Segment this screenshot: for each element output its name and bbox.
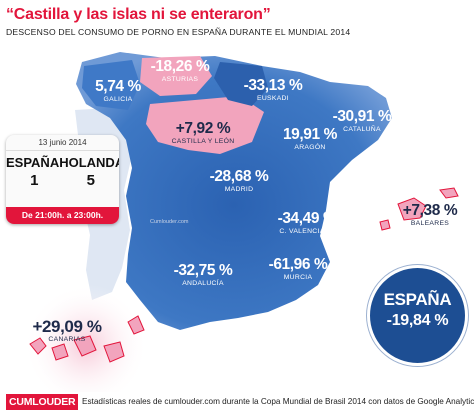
region-murcia-name: MURCIA — [283, 274, 313, 281]
page-subtitle: DESCENSO DEL CONSUMO DE PORNO EN ESPAÑA … — [6, 27, 351, 37]
national-value: -19,84 % — [386, 312, 449, 329]
region-castilla-leon-pct: +7,92 % — [175, 120, 231, 137]
menorca-island — [439, 187, 459, 199]
region-aragon-name: ARAGÓN — [294, 144, 326, 151]
canarias-island-5 — [127, 315, 145, 335]
canarias-island-3 — [73, 335, 97, 357]
match-time: De 21:00h. a 23:00h. — [6, 207, 119, 224]
match-card: 13 junio 2014 ESPAÑA HOLANDA 1 5 De 21:0… — [6, 135, 119, 224]
mallorca-island — [397, 197, 427, 221]
region-valenciana-pct: -34,49 % — [277, 210, 337, 227]
brand-logo: CUMLOUDER — [6, 394, 79, 410]
region-galicia-name: GALICIA — [103, 96, 133, 103]
ibiza-island — [379, 219, 391, 231]
footer — [0, 392, 474, 414]
team2-score: 5 — [86, 172, 95, 189]
asturias-region — [140, 56, 212, 96]
page-title: “Castilla y las islas ni se enteraron” — [6, 6, 271, 23]
region-madrid-pct: -28,68 % — [209, 168, 269, 185]
region-cataluna: -30,91 % CATALUÑA — [322, 108, 402, 134]
match-date: 13 junio 2014 — [6, 135, 119, 151]
region-asturias-name: ASTURIAS — [161, 76, 199, 83]
watermark: Cumlouder.com — [150, 219, 189, 225]
region-andalucia-name: ANDALUCÍA — [182, 280, 224, 287]
footer-text: Estadísticas reales de cumlouder.com dur… — [82, 397, 474, 406]
region-madrid: -28,68 % MADRID — [198, 168, 280, 194]
team1-score: 1 — [30, 172, 39, 189]
canarias-island-4 — [103, 341, 125, 363]
region-baleares-name: BALEARES — [410, 220, 450, 227]
region-valenciana-name: C. VALENCIANA — [279, 228, 335, 235]
region-euskadi-name: EUSKADI — [257, 95, 289, 102]
team1-name: ESPAÑA — [6, 155, 60, 170]
region-canarias-pct: +29,09 % — [32, 317, 102, 336]
region-asturias-pct: -18,26 % — [150, 58, 210, 75]
region-andalucia-pct: -32,75 % — [173, 262, 233, 279]
region-madrid-name: MADRID — [224, 186, 254, 193]
region-cataluna-name: CATALUÑA — [343, 126, 381, 133]
region-cataluna-pct: -30,91 % — [332, 108, 392, 125]
galicia-region — [82, 60, 140, 110]
region-castilla-leon: +7,92 % CASTILLA Y LEÓN — [162, 120, 244, 146]
euskadi-region — [214, 62, 268, 106]
region-aragon-pct: 19,91 % — [282, 126, 338, 143]
region-baleares-pct: +7,38 % — [402, 202, 458, 219]
canarias-island-2 — [51, 343, 69, 361]
region-aragon: 19,91 % ARAGÓN — [270, 126, 350, 152]
region-asturias: -18,26 % ASTURIAS — [140, 58, 220, 84]
castilla-leon-region — [146, 96, 264, 154]
national-label: ESPAÑA — [383, 290, 452, 309]
region-canarias-name: CANARIAS — [48, 336, 86, 343]
team2-name: HOLANDA — [59, 155, 119, 170]
region-murcia-pct: -61,96 % — [268, 256, 328, 273]
region-castilla-leon-name: CASTILLA Y LEÓN — [171, 138, 235, 145]
region-canarias: +29,09 % CANARIAS — [20, 318, 114, 344]
match-teams: ESPAÑA HOLANDA — [6, 151, 119, 170]
region-andalucia: -32,75 % ANDALUCÍA — [163, 262, 243, 288]
region-euskadi-pct: -33,13 % — [243, 77, 303, 94]
region-galicia: 5,74 % GALICIA — [88, 78, 148, 104]
canarias-island-1 — [29, 337, 47, 355]
region-galicia-pct: 5,74 % — [95, 78, 141, 95]
region-baleares: +7,38 % BALEARES — [390, 202, 470, 228]
region-euskadi: -33,13 % EUSKADI — [232, 77, 314, 103]
match-scores: 1 5 — [6, 170, 119, 189]
region-murcia: -61,96 % MURCIA — [258, 256, 338, 282]
national-summary-badge: ESPAÑA -19,84 % — [367, 265, 468, 366]
region-valenciana: -34,49 % C. VALENCIANA — [264, 210, 350, 236]
